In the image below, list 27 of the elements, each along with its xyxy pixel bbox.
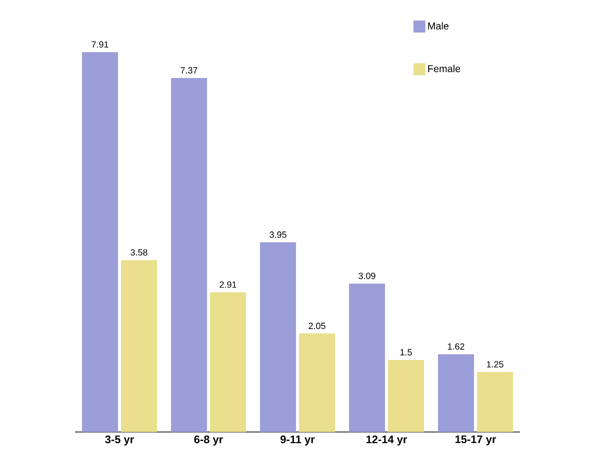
bar (121, 260, 157, 432)
data-label: 3.58 (130, 249, 148, 256)
x-tick-label: 12-14 yr (366, 436, 408, 446)
bar (171, 78, 207, 432)
bar (210, 292, 246, 432)
bar (82, 52, 118, 432)
data-label: 2.05 (308, 322, 326, 330)
x-tick-label: 15-17 yr (455, 436, 496, 446)
bar (388, 360, 424, 432)
data-label: 7.91 (92, 41, 108, 48)
bar (477, 372, 513, 432)
data-label: 3.09 (358, 272, 376, 280)
legend-label: Male (428, 22, 449, 30)
x-tick-label: 3-5 yr (105, 436, 134, 446)
data-label: 1.25 (486, 361, 504, 368)
bar (438, 354, 474, 432)
data-label: 1.62 (448, 343, 464, 350)
x-tick-label: 9-11 yr (280, 436, 315, 446)
data-label: 2.91 (220, 281, 236, 288)
bar (349, 284, 385, 432)
data-label: 3.95 (270, 231, 286, 238)
data-label: 7.37 (180, 67, 198, 74)
x-tick-label: 6-8 yr (194, 436, 223, 446)
bar (299, 334, 335, 432)
data-label: 1.5 (400, 349, 412, 356)
bar (260, 242, 296, 432)
legend-label: Female (428, 64, 460, 72)
